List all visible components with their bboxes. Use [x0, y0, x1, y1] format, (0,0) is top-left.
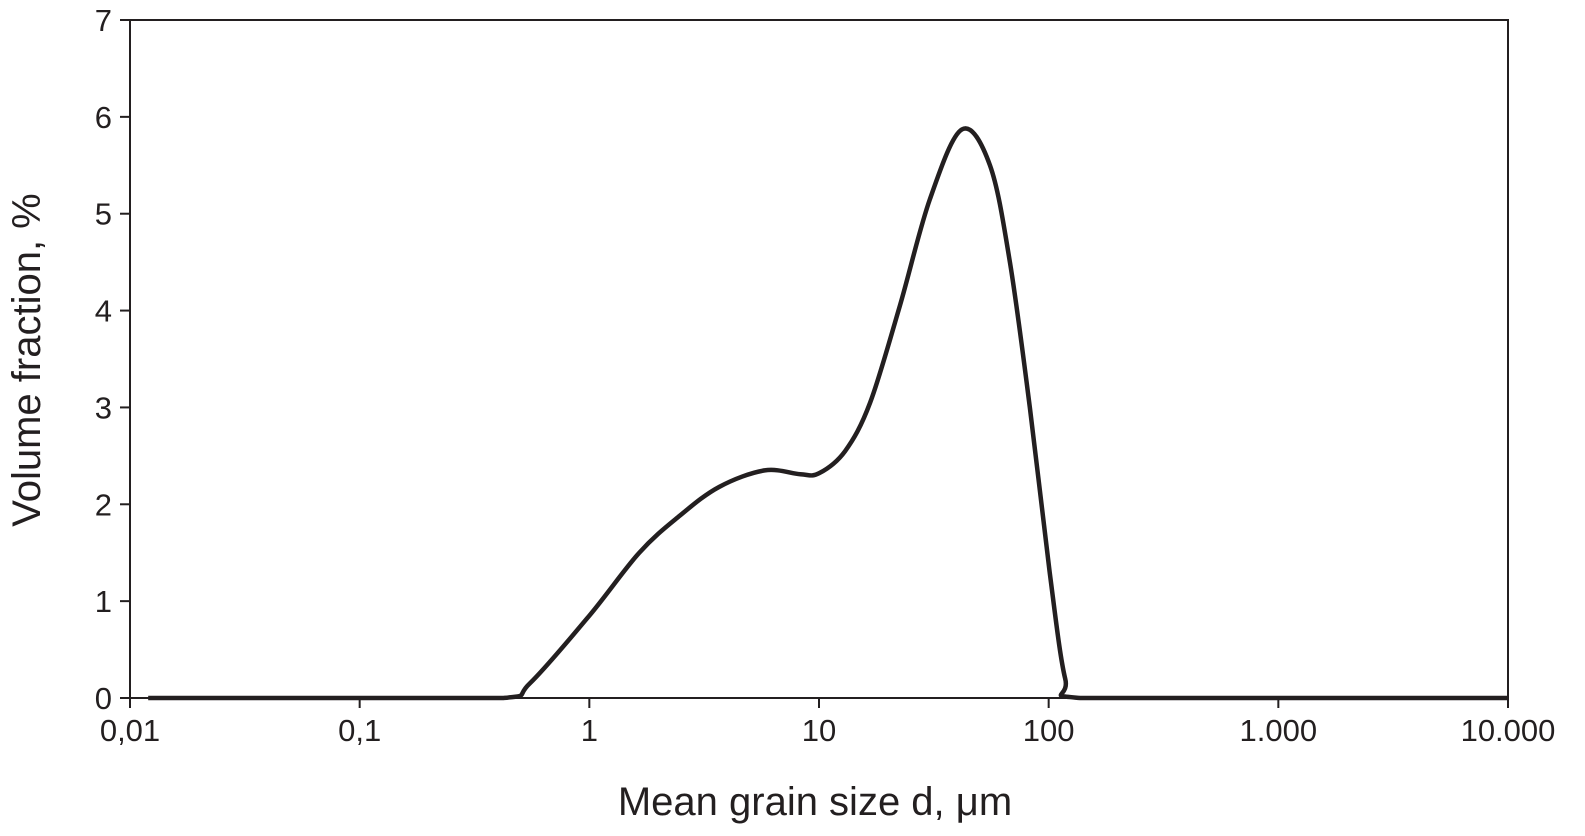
y-tick-label: 3 — [95, 390, 112, 425]
y-tick-label: 7 — [95, 3, 112, 38]
plot-frame — [129, 19, 1509, 699]
x-tick-label: 1.000 — [1240, 713, 1318, 748]
x-tick-label: 0,01 — [100, 713, 160, 748]
y-tick-label: 5 — [95, 197, 112, 232]
y-tick-label: 0 — [95, 681, 112, 716]
y-tick-label: 2 — [95, 487, 112, 522]
x-tick-label: 100 — [1023, 713, 1075, 748]
x-axis-label: Mean grain size d, μm — [618, 780, 1012, 824]
y-tick-label: 1 — [95, 584, 112, 619]
y-tick-label: 4 — [95, 294, 112, 329]
x-tick-label: 10.000 — [1461, 713, 1556, 748]
y-tick-label: 6 — [95, 100, 112, 135]
x-tick-label: 0,1 — [338, 713, 381, 748]
y-axis-label: Volume fraction, % — [5, 193, 49, 527]
x-tick-label: 1 — [581, 713, 598, 748]
x-tick-label: 10 — [802, 713, 836, 748]
series-line — [148, 126, 1508, 701]
